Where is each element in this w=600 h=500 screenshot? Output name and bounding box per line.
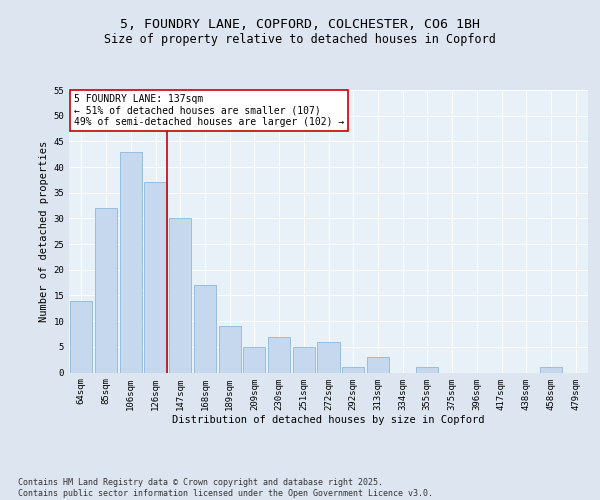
Bar xyxy=(243,347,265,372)
Bar xyxy=(293,347,315,372)
Bar xyxy=(268,336,290,372)
Bar xyxy=(169,218,191,372)
Text: 5, FOUNDRY LANE, COPFORD, COLCHESTER, CO6 1BH: 5, FOUNDRY LANE, COPFORD, COLCHESTER, CO… xyxy=(120,18,480,30)
Bar xyxy=(70,300,92,372)
Text: Contains HM Land Registry data © Crown copyright and database right 2025.
Contai: Contains HM Land Registry data © Crown c… xyxy=(18,478,433,498)
Bar xyxy=(194,285,216,372)
Y-axis label: Number of detached properties: Number of detached properties xyxy=(39,140,49,322)
Bar xyxy=(145,182,167,372)
Bar xyxy=(540,368,562,372)
Bar xyxy=(218,326,241,372)
Bar xyxy=(342,368,364,372)
Text: 5 FOUNDRY LANE: 137sqm
← 51% of detached houses are smaller (107)
49% of semi-de: 5 FOUNDRY LANE: 137sqm ← 51% of detached… xyxy=(74,94,344,128)
Bar xyxy=(119,152,142,372)
X-axis label: Distribution of detached houses by size in Copford: Distribution of detached houses by size … xyxy=(172,415,485,425)
Bar xyxy=(95,208,117,372)
Bar xyxy=(367,357,389,372)
Bar xyxy=(317,342,340,372)
Text: Size of property relative to detached houses in Copford: Size of property relative to detached ho… xyxy=(104,32,496,46)
Bar xyxy=(416,368,439,372)
